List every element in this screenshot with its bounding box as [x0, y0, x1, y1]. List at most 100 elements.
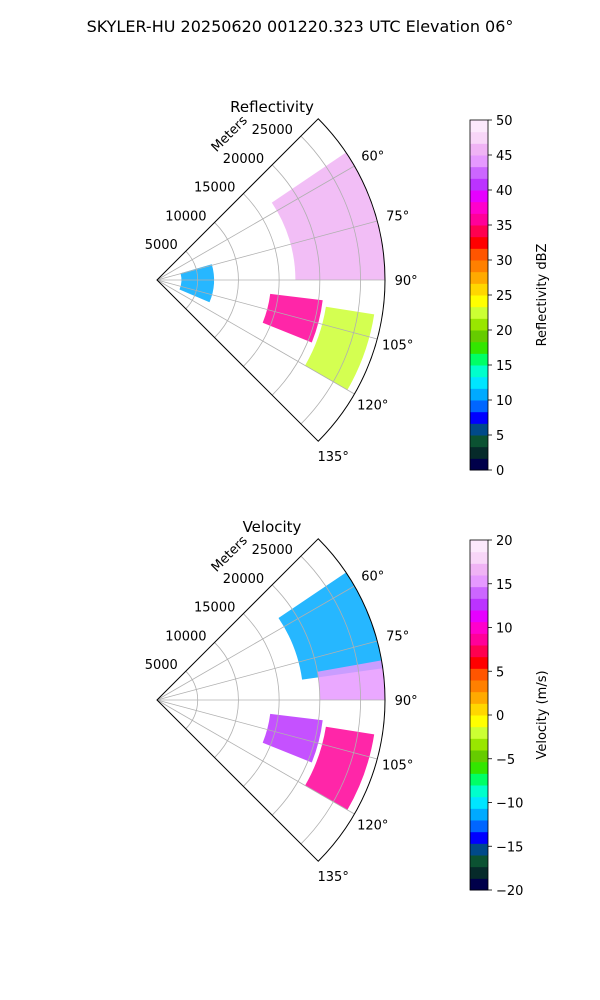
colorbar-swatch: [470, 155, 488, 168]
colorbar-swatch: [470, 633, 488, 646]
azimuth-spoke: [156, 220, 378, 281]
colorbar-swatch: [470, 878, 488, 891]
colorbar-tick-label: 10: [496, 622, 513, 637]
colorbar-tick-label: 20: [496, 324, 513, 339]
colorbar-swatch: [470, 376, 488, 389]
colorbar-swatch: [470, 598, 488, 611]
colorbar-swatch: [470, 306, 488, 319]
range-tick-label: 25000: [252, 123, 293, 138]
colorbar-swatch: [470, 761, 488, 774]
colorbar-tick-label: 0: [496, 709, 504, 724]
colorbar-swatch: [470, 166, 488, 179]
azimuth-spoke: [156, 279, 378, 340]
range-tick-label: 10000: [165, 629, 206, 644]
colorbar-swatch: [470, 283, 488, 296]
azimuth-tick-label: 60°: [361, 149, 384, 164]
sector-frame: [156, 538, 386, 862]
range-tick-label: 15000: [194, 181, 235, 196]
colorbar-swatch: [470, 446, 488, 459]
colorbar-swatch: [470, 563, 488, 576]
colorbar-swatch: [470, 400, 488, 413]
colorbar-swatch: [470, 365, 488, 378]
colorbar-swatch: [470, 866, 488, 879]
colorbar-tick-label: 10: [496, 394, 513, 409]
colorbar-swatch: [470, 820, 488, 833]
azimuth-tick-label: 120°: [357, 819, 388, 834]
azimuth-spoke: [156, 279, 355, 395]
figure-title: SKYLER-HU 20250620 001220.323 UTC Elevat…: [87, 17, 514, 36]
colorbar-swatch: [470, 411, 488, 424]
azimuth-tick-label: 75°: [386, 630, 409, 645]
velocity-colorbar: −20 −15 −10 −5 0 5 10 15 20 Velocity (m/s): [469, 534, 550, 899]
echo-region: [305, 726, 375, 810]
colorbar-tick-label: −15: [496, 840, 523, 855]
colorbar-tick-label: −5: [496, 753, 515, 768]
colorbar-swatch: [470, 388, 488, 401]
sector-frame: [156, 118, 386, 442]
colorbar-swatch: [470, 750, 488, 763]
colorbar-tick-label: 5: [496, 665, 504, 680]
colorbar-tick-label: 20: [496, 534, 513, 549]
colorbar-swatch: [470, 855, 488, 868]
range-tick-label: 5000: [145, 658, 178, 673]
colorbar-swatch: [470, 178, 488, 191]
colorbar-swatch: [470, 295, 488, 308]
range-tick-label: 5000: [145, 238, 178, 253]
colorbar-swatch: [470, 423, 488, 436]
range-tick-label: 25000: [252, 543, 293, 558]
colorbar-label: Velocity (m/s): [535, 670, 550, 759]
azimuth-tick-label: 105°: [382, 758, 413, 773]
colorbar-swatch: [470, 330, 488, 343]
colorbar-swatch: [470, 271, 488, 284]
echo-region: [262, 713, 323, 763]
velocity-grid: [156, 538, 386, 862]
reflectivity-title: Reflectivity: [230, 98, 314, 116]
echo-region: [271, 152, 385, 280]
reflectivity-echoes: [179, 152, 385, 390]
azimuth-spoke: [156, 640, 378, 701]
colorbar-swatch: [470, 773, 488, 786]
colorbar-swatch: [470, 668, 488, 681]
colorbar-swatch: [470, 201, 488, 214]
velocity-title: Velocity: [243, 518, 302, 536]
azimuth-tick-label: 60°: [361, 569, 384, 584]
colorbar-swatch: [470, 248, 488, 261]
colorbar-tick-label: 15: [496, 359, 513, 374]
azimuth-tick-label: 90°: [395, 274, 418, 289]
colorbar-swatch: [470, 831, 488, 844]
range-tick-label: 20000: [223, 572, 264, 587]
colorbar-tick-label: 30: [496, 254, 513, 269]
azimuth-tick-label: 105°: [382, 338, 413, 353]
colorbar-swatch: [470, 586, 488, 599]
colorbar-tick-label: −20: [496, 884, 523, 899]
range-tick-label: 15000: [194, 601, 235, 616]
colorbar-swatch: [470, 680, 488, 693]
colorbar-tick-label: 35: [496, 219, 513, 234]
colorbar-swatch: [470, 656, 488, 669]
range-axis-label: Meters: [209, 533, 251, 575]
echo-region: [262, 293, 323, 343]
colorbar-swatch: [470, 843, 488, 856]
azimuth-tick-label: 135°: [318, 870, 349, 885]
colorbar-tick-label: −10: [496, 797, 523, 812]
range-axis-label: Meters: [209, 113, 251, 155]
colorbar-swatch: [470, 131, 488, 144]
azimuth-tick-label: 75°: [386, 210, 409, 225]
velocity-echoes: [262, 572, 385, 810]
colorbar-tick-label: 40: [496, 184, 513, 199]
colorbar-swatch: [470, 726, 488, 739]
colorbar-swatch: [470, 621, 488, 634]
colorbar-swatch: [470, 738, 488, 751]
colorbar-swatch: [470, 225, 488, 238]
colorbar-tick-label: 15: [496, 578, 513, 593]
colorbar-swatch: [470, 715, 488, 728]
azimuth-spoke: [156, 699, 378, 760]
range-tick-label: 10000: [165, 209, 206, 224]
echo-region: [278, 572, 383, 680]
azimuth-spoke: [156, 585, 355, 701]
azimuth-tick-label: 135°: [318, 450, 349, 465]
reflectivity-colorbar: 0 5 10 15 20 25 30 35 40 45 50 Reflectivity dBZ: [469, 114, 550, 479]
echo-region: [317, 660, 385, 700]
colorbar-swatch: [470, 213, 488, 226]
